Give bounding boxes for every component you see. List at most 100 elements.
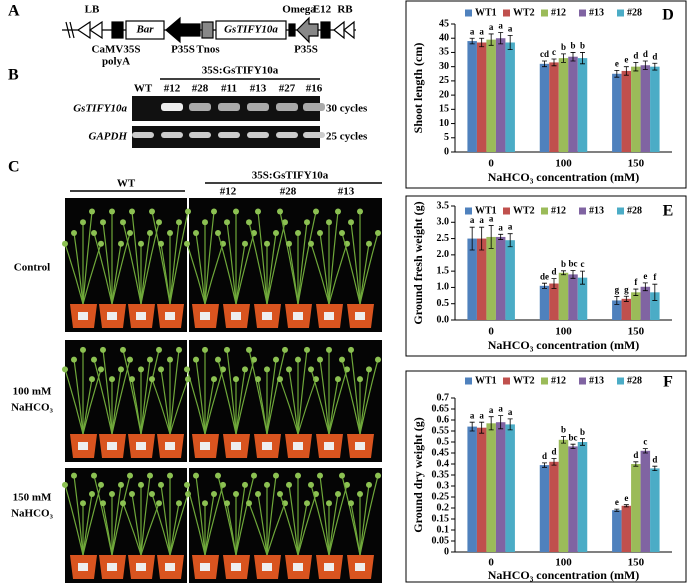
- plant: [328, 369, 348, 435]
- pot-label: [200, 563, 210, 571]
- bar: [650, 468, 660, 552]
- x-axis-label: NaHCO₃ concentration (mM): [488, 338, 640, 352]
- error-bar: [542, 462, 547, 468]
- plant: [328, 243, 348, 305]
- significance-letter: bc: [569, 259, 578, 269]
- bar: [486, 423, 496, 552]
- error-bar: [561, 53, 566, 63]
- significance-letter: b: [570, 41, 575, 51]
- leaf: [273, 356, 279, 363]
- leaf: [264, 481, 270, 488]
- plant: [93, 232, 113, 305]
- y-tick-label: 0.4: [437, 458, 450, 469]
- leaf: [167, 356, 173, 363]
- pot-label: [231, 563, 241, 571]
- gel-row-label: GsTIFY10a: [73, 103, 127, 115]
- y-tick-label: 0.5: [437, 436, 450, 447]
- bar: [577, 442, 588, 552]
- plant: [64, 369, 84, 435]
- photo-column-label: #13: [338, 186, 355, 198]
- leaf: [335, 208, 341, 215]
- gel-cycles: 30 cycles: [326, 103, 368, 115]
- significance-letter: a: [470, 410, 475, 420]
- leaf: [80, 219, 86, 226]
- pot-label: [324, 312, 334, 320]
- error-bar: [479, 421, 485, 434]
- significance-letter: de: [540, 271, 549, 281]
- error-bar: [498, 32, 504, 45]
- pot-label: [136, 563, 146, 571]
- plant: [82, 243, 102, 305]
- leaf: [89, 376, 95, 383]
- bar: [505, 424, 515, 552]
- leaf: [375, 356, 381, 363]
- significance-letter: b: [580, 41, 585, 51]
- y-tick-label: 0.7: [437, 392, 450, 403]
- legend-swatch: [465, 9, 472, 17]
- bar: [558, 58, 569, 153]
- bar: [549, 461, 559, 552]
- pot-label: [136, 442, 146, 450]
- leaf: [167, 229, 173, 236]
- significance-letter: d: [633, 50, 638, 60]
- construct-label: Tnos: [196, 44, 220, 56]
- y-tick-label: 0: [444, 146, 449, 157]
- leaf: [109, 208, 115, 215]
- plant: [82, 211, 93, 305]
- pot-label: [165, 312, 175, 320]
- leaf: [286, 481, 292, 488]
- significance-letter: f: [653, 272, 657, 282]
- significance-letter: a: [498, 222, 503, 232]
- error-bar: [652, 62, 658, 71]
- pot-label: [165, 563, 175, 571]
- significance-letter: d: [643, 49, 648, 59]
- significance-letter: b: [580, 427, 585, 437]
- pot-label: [107, 312, 117, 320]
- gel-band: [276, 132, 298, 138]
- leaf: [286, 240, 292, 247]
- y-tick-label: 10: [439, 118, 449, 129]
- bar: [467, 238, 477, 320]
- x-tick-label: 150: [628, 557, 645, 569]
- leaf: [317, 229, 323, 236]
- leaf: [100, 219, 106, 226]
- error-bar: [580, 270, 585, 285]
- leaf: [185, 208, 191, 215]
- leaf: [277, 376, 283, 383]
- legend-swatch: [541, 207, 548, 215]
- gel-band: [189, 103, 211, 111]
- error-bar: [633, 288, 639, 296]
- error-bar: [614, 69, 620, 78]
- error-bar: [633, 62, 639, 72]
- leaf: [308, 481, 314, 488]
- leaf: [91, 356, 97, 363]
- error-bar: [542, 282, 547, 289]
- leaf: [138, 366, 144, 373]
- leaf: [109, 376, 115, 383]
- pot-label: [200, 312, 210, 320]
- error-bar: [614, 296, 620, 305]
- construct-label: P35S: [171, 44, 195, 56]
- error-bar: [570, 270, 576, 279]
- bar: [549, 283, 559, 320]
- significance-letter: c: [552, 47, 556, 57]
- plant: [111, 359, 131, 435]
- bar: [631, 464, 641, 552]
- bar: [539, 63, 550, 153]
- pot-label: [355, 442, 365, 450]
- significance-letter: d: [551, 267, 556, 277]
- leaf: [251, 356, 257, 363]
- bar: [539, 465, 550, 552]
- construct-diagram: [62, 16, 356, 44]
- leaf: [156, 346, 162, 353]
- plant: [204, 211, 215, 305]
- significance-letter: d: [551, 447, 556, 457]
- y-tick-label: 0: [444, 546, 449, 557]
- plant: [288, 243, 299, 305]
- leaf: [273, 472, 279, 479]
- pot-label: [293, 312, 303, 320]
- bar: [577, 58, 588, 153]
- legend-swatch: [617, 207, 624, 215]
- x-tick-label: 100: [555, 326, 572, 338]
- leaf: [348, 219, 354, 226]
